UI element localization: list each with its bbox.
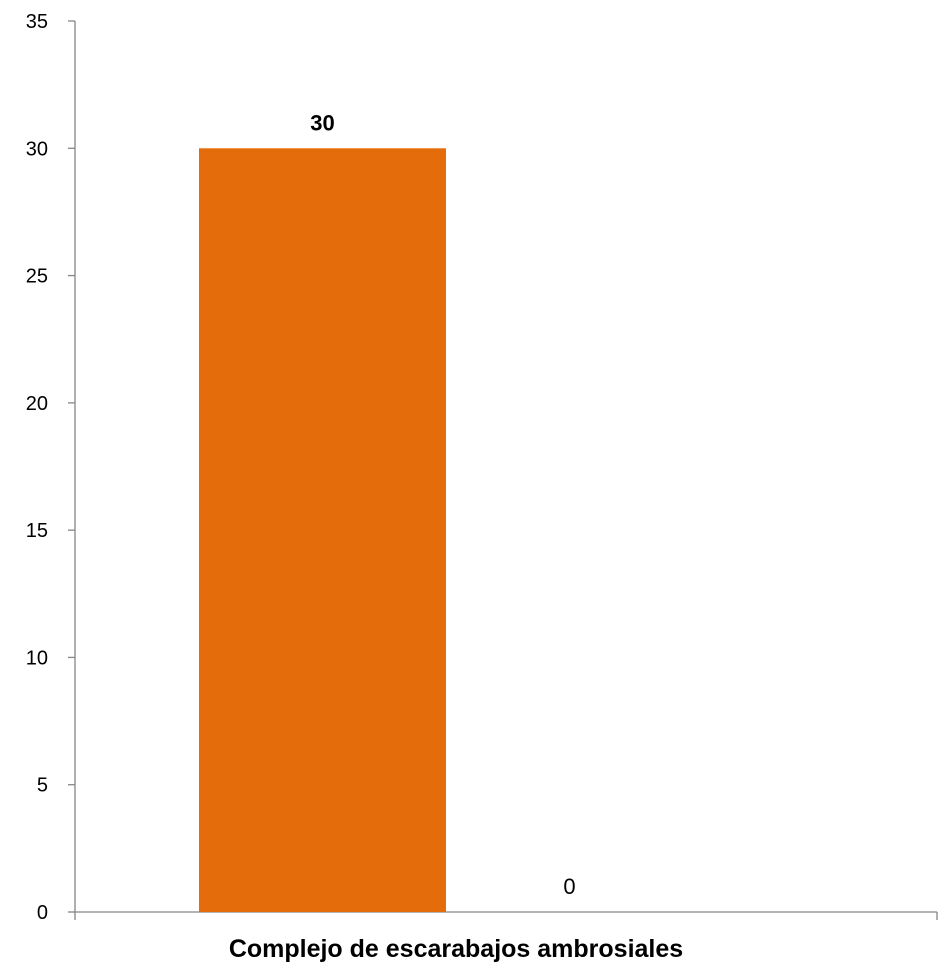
x-axis-label: Complejo de escarabajos ambrosiales <box>229 935 683 963</box>
data-labels-group: 30 0 <box>310 110 575 899</box>
bars-group <box>199 148 446 913</box>
y-axis: 0 5 10 15 20 25 30 35 <box>26 11 76 924</box>
y-tick-label: 5 <box>37 775 48 797</box>
y-tick-label: 25 <box>26 266 48 288</box>
bar-series-0 <box>199 148 446 913</box>
data-label-series-1: 0 <box>563 874 575 899</box>
y-tick-label: 35 <box>26 11 48 33</box>
y-tick-label: 10 <box>26 647 48 669</box>
data-label-series-0: 30 <box>310 110 334 135</box>
y-tick-label: 15 <box>26 520 48 542</box>
y-tick-label: 20 <box>26 393 48 415</box>
y-tick-label: 0 <box>37 902 48 924</box>
x-axis <box>74 911 938 920</box>
y-tick-label: 30 <box>26 138 48 160</box>
